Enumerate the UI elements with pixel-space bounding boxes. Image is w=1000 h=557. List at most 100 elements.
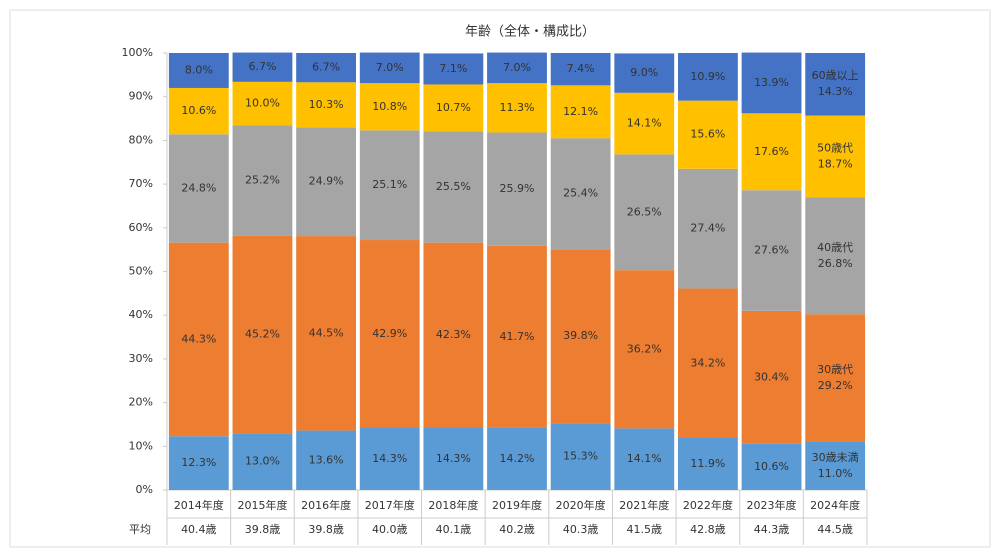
value-label: 14.1% — [627, 117, 662, 130]
bar-segment — [550, 85, 611, 139]
table-label: 平均 — [129, 523, 151, 536]
bar-segment — [359, 52, 420, 84]
table-cell: 40.2歳 — [499, 523, 535, 536]
bar-segment — [550, 138, 611, 250]
bar-segment — [296, 430, 356, 490]
value-label: 15.3% — [563, 450, 598, 463]
value-label: 44.5% — [309, 326, 344, 339]
segment-label: 30歳未満 11.0% — [812, 451, 859, 480]
value-label: 26.8% — [818, 257, 853, 270]
value-label: 17.6% — [754, 145, 789, 158]
value-label: 10.6% — [754, 460, 789, 473]
value-label: 25.9% — [500, 182, 535, 195]
value-label: 6.7% — [248, 60, 276, 73]
bar-segment — [359, 130, 420, 241]
value-label: 10.7% — [436, 101, 471, 114]
value-label: 26.5% — [627, 205, 662, 218]
value-label: 13.6% — [309, 453, 344, 466]
value-label: 11.0% — [818, 467, 853, 480]
segment-label: 40歳代 26.8% — [817, 241, 853, 270]
bar-segment — [805, 441, 866, 490]
bar-segment — [678, 437, 738, 490]
x-tick-label: 2014年度 — [174, 498, 224, 512]
bar-segment — [423, 131, 484, 243]
bar-segment — [550, 53, 611, 86]
bar-segment — [805, 53, 866, 116]
bar-segment — [168, 134, 229, 243]
value-label: 42.9% — [372, 327, 407, 340]
value-label: 12.1% — [563, 105, 598, 118]
x-tick-label: 2015年度 — [237, 498, 287, 512]
x-tick-label: 2016年度 — [301, 498, 351, 512]
value-label: 36.2% — [627, 342, 662, 355]
bar-segment — [741, 113, 802, 191]
bar-segment — [423, 427, 484, 490]
value-label: 13.9% — [754, 76, 789, 89]
value-label: 14.3% — [436, 452, 471, 465]
x-tick-label: 2021年度 — [619, 498, 669, 512]
x-tick-label: 2018年度 — [428, 498, 478, 512]
value-label: 44.3% — [181, 332, 216, 345]
value-label: 10.0% — [245, 97, 280, 110]
segment-label: 50歳代 18.7% — [817, 141, 853, 170]
bar-segment — [487, 132, 547, 246]
bar-segment — [550, 249, 611, 424]
bar-segment — [232, 52, 293, 82]
bar-segment — [423, 242, 484, 428]
bar-segment — [296, 236, 356, 431]
series-name: 30歳代 — [817, 363, 853, 376]
bar-segment — [168, 242, 229, 437]
bar-segment — [296, 53, 356, 83]
value-label: 25.1% — [372, 178, 407, 191]
bar-segment — [678, 53, 738, 101]
value-label: 27.6% — [754, 244, 789, 257]
x-tick-label: 2023年度 — [747, 498, 797, 512]
y-tick-label: 90% — [129, 90, 153, 103]
value-label: 41.7% — [500, 330, 535, 343]
value-label: 11.9% — [690, 457, 725, 470]
table-cell: 40.3歳 — [563, 523, 599, 536]
value-label: 10.3% — [309, 98, 344, 111]
frame — [9, 9, 991, 548]
segment-label: 30歳代 29.2% — [817, 363, 853, 392]
bar-segment — [678, 288, 738, 438]
value-label: 24.9% — [309, 175, 344, 188]
bar-segment — [359, 240, 420, 428]
bar-segment — [232, 433, 293, 490]
value-label: 7.0% — [376, 61, 404, 74]
y-tick-label: 80% — [129, 133, 153, 146]
bar-segment — [741, 443, 802, 490]
bar-segment — [805, 197, 866, 315]
value-label: 7.1% — [439, 62, 467, 75]
bar-segment — [678, 100, 738, 169]
value-label: 10.8% — [372, 100, 407, 113]
y-tick-label: 50% — [129, 265, 153, 278]
bar-segment — [168, 53, 229, 88]
bar-segment — [296, 127, 356, 237]
bar-segment — [805, 115, 866, 198]
value-label: 15.6% — [690, 128, 725, 141]
value-label: 45.2% — [245, 327, 280, 340]
bar-segment — [614, 428, 675, 490]
value-label: 30.4% — [754, 370, 789, 383]
y-tick-label: 20% — [129, 396, 153, 409]
bar-segment — [741, 52, 802, 114]
series-name: 30歳未満 — [812, 451, 859, 464]
value-label: 25.5% — [436, 180, 471, 193]
y-tick-label: 100% — [122, 46, 153, 59]
value-label: 14.3% — [372, 452, 407, 465]
value-label: 24.8% — [181, 181, 216, 194]
table-cell: 39.8歳 — [245, 523, 281, 536]
value-label: 27.4% — [690, 222, 725, 235]
value-label: 29.2% — [818, 379, 853, 392]
table-cell: 41.5歳 — [627, 523, 663, 536]
bar-segment — [296, 82, 356, 128]
value-label: 11.3% — [500, 101, 535, 114]
bar-segment — [423, 53, 484, 85]
value-label: 6.7% — [312, 61, 340, 74]
table-cell: 44.5歳 — [817, 523, 853, 536]
value-label: 14.2% — [500, 452, 535, 465]
value-label: 42.3% — [436, 328, 471, 341]
value-label: 13.0% — [245, 455, 280, 468]
